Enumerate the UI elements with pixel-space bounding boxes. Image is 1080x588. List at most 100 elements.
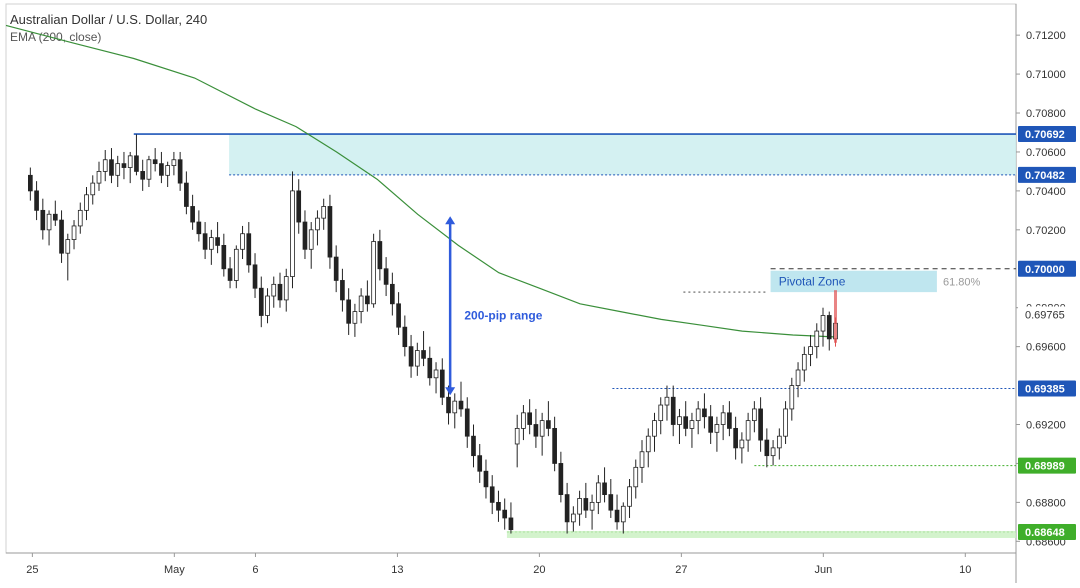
price-label-bg xyxy=(1018,306,1076,323)
candle-body xyxy=(421,350,426,359)
price-label-bg xyxy=(1018,523,1076,540)
candle-body xyxy=(271,283,277,297)
x-tick-label: May xyxy=(164,564,185,576)
candle-body xyxy=(627,486,632,507)
candle-body xyxy=(664,396,670,406)
y-tick-label: 0.70800 xyxy=(1026,108,1066,120)
x-tick-label: 6 xyxy=(252,564,258,576)
candle-body xyxy=(408,346,414,367)
chart-title: Australian Dollar / U.S. Dollar, 240 xyxy=(10,12,208,27)
candle-body xyxy=(539,420,545,437)
candle-body xyxy=(283,276,289,301)
candle-body xyxy=(814,330,820,348)
candle-body xyxy=(365,295,370,305)
range-label: 200-pip range xyxy=(464,308,542,322)
candle-body xyxy=(84,194,89,211)
pivotal-zone-box xyxy=(770,270,937,293)
candle-body xyxy=(552,428,557,464)
resistance-zone xyxy=(229,134,1016,175)
candle-body xyxy=(801,354,807,371)
price-label: 0.69385 xyxy=(1025,383,1065,395)
candle-body xyxy=(77,209,83,227)
candle-body xyxy=(720,412,726,425)
candle-body xyxy=(333,256,339,281)
x-tick-label: Jun xyxy=(814,564,832,576)
candle-body xyxy=(514,428,520,445)
candle-body xyxy=(764,439,770,457)
candle-body xyxy=(52,213,58,221)
candle-body xyxy=(483,470,489,488)
candle-body xyxy=(327,206,333,258)
candle-body xyxy=(577,498,582,515)
y-tick-label: 0.70200 xyxy=(1026,225,1066,237)
candle-body xyxy=(65,239,71,254)
candle-body xyxy=(184,182,189,207)
candle-body xyxy=(558,463,564,495)
candle-body xyxy=(658,404,664,422)
price-label-bg xyxy=(1018,260,1076,277)
candle-body xyxy=(390,283,395,305)
candle-body xyxy=(358,295,364,312)
candle-body xyxy=(595,482,601,503)
candle-body xyxy=(383,268,389,285)
candle-body xyxy=(614,509,620,523)
candle-body xyxy=(733,428,738,449)
candle-body xyxy=(776,435,782,449)
candle-body xyxy=(109,159,114,176)
candle-body xyxy=(508,517,514,531)
candle-body xyxy=(589,501,595,511)
candle-body xyxy=(177,159,183,184)
candle-body xyxy=(190,206,195,223)
candle-body xyxy=(702,408,707,418)
candle-body xyxy=(371,241,376,305)
candle-body xyxy=(758,408,763,441)
candle-body xyxy=(134,155,139,172)
candle-body xyxy=(258,287,264,316)
range-arrow-head-up xyxy=(445,216,456,225)
candle-body xyxy=(233,248,239,281)
candle-body xyxy=(458,400,464,410)
candle-body xyxy=(521,412,526,429)
y-tick-label: 0.69600 xyxy=(1026,342,1066,354)
candle-body xyxy=(377,241,383,270)
candle-body xyxy=(708,416,714,433)
candle-body xyxy=(683,416,689,429)
x-tick-label: 13 xyxy=(391,564,403,576)
candle-body xyxy=(90,182,96,196)
candle-body xyxy=(340,280,345,301)
candle-body xyxy=(28,174,33,192)
y-tick-label: 0.70600 xyxy=(1026,147,1066,159)
candle-body xyxy=(633,466,639,488)
candle-body xyxy=(689,420,695,429)
candle-body xyxy=(221,245,227,270)
candle-body xyxy=(670,396,676,425)
indicator-label: EMA (200, close) xyxy=(10,30,102,44)
fib-label: 61.80% xyxy=(943,276,981,288)
candle-body xyxy=(820,315,826,332)
candle-body xyxy=(346,299,351,324)
candle-body xyxy=(795,369,801,386)
y-tick-label: 0.71200 xyxy=(1026,30,1066,42)
candle-body xyxy=(783,408,788,437)
candle-body xyxy=(571,513,576,523)
candle-body xyxy=(602,482,607,495)
candle-body xyxy=(277,283,283,301)
candle-body xyxy=(464,408,470,437)
y-tick-label: 0.70400 xyxy=(1026,186,1066,198)
price-label: 0.68989 xyxy=(1025,461,1065,473)
y-tick-label: 0.69200 xyxy=(1026,420,1066,432)
candle-body xyxy=(352,311,358,324)
range-arrow-head-down xyxy=(445,387,456,396)
candle-body xyxy=(739,439,745,449)
candle-body xyxy=(209,237,214,250)
candle-body xyxy=(171,159,177,166)
y-tick-label: 0.71000 xyxy=(1026,69,1066,81)
candle-body xyxy=(620,505,626,523)
x-tick-label: 20 xyxy=(533,564,545,576)
candle-body xyxy=(414,350,420,367)
candle-body xyxy=(533,424,539,437)
candle-body xyxy=(714,424,720,433)
price-label-bg xyxy=(1018,380,1076,397)
candle-body xyxy=(227,268,233,281)
